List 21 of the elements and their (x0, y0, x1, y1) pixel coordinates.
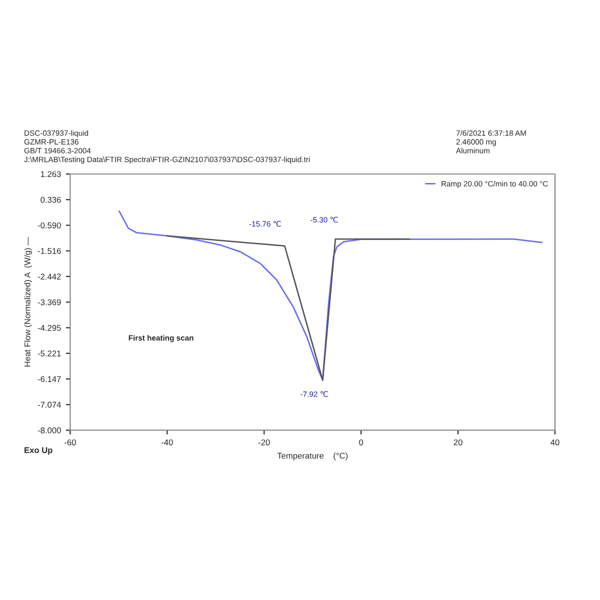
y-tick-label: -3.369 (38, 299, 61, 306)
line-series (118, 210, 543, 381)
y-tick-label: -0.590 (38, 222, 61, 228)
y-tick-label: 1.263 (40, 171, 61, 178)
y-tick-label: 0.336 (40, 196, 61, 203)
y-tick-label: -7.074 (38, 402, 61, 408)
text: Exo Up (24, 447, 52, 455)
x-axis-title: Temperature (°C) (277, 452, 348, 460)
x-tick-label: 0 (359, 439, 364, 446)
y-tick-label: -5.221 (38, 350, 61, 356)
x-tick-label: -20 (258, 439, 270, 446)
y-tick-label: -1.516 (38, 248, 61, 254)
x-tick-label: 20 (454, 439, 462, 446)
y-tick-label: -8.000 (38, 427, 61, 434)
y-tick-label: -2.442 (38, 274, 61, 280)
x-tick-label: -40 (162, 439, 173, 446)
y-axis-title: Heat Flow (Normalized) A (W/g) — (24, 237, 32, 366)
y-tick-label: -6.147 (38, 376, 61, 382)
x-tick-label: -60 (64, 439, 76, 446)
x-tick-label: 40 (550, 439, 560, 446)
y-tick-label: -4.295 (38, 324, 61, 331)
